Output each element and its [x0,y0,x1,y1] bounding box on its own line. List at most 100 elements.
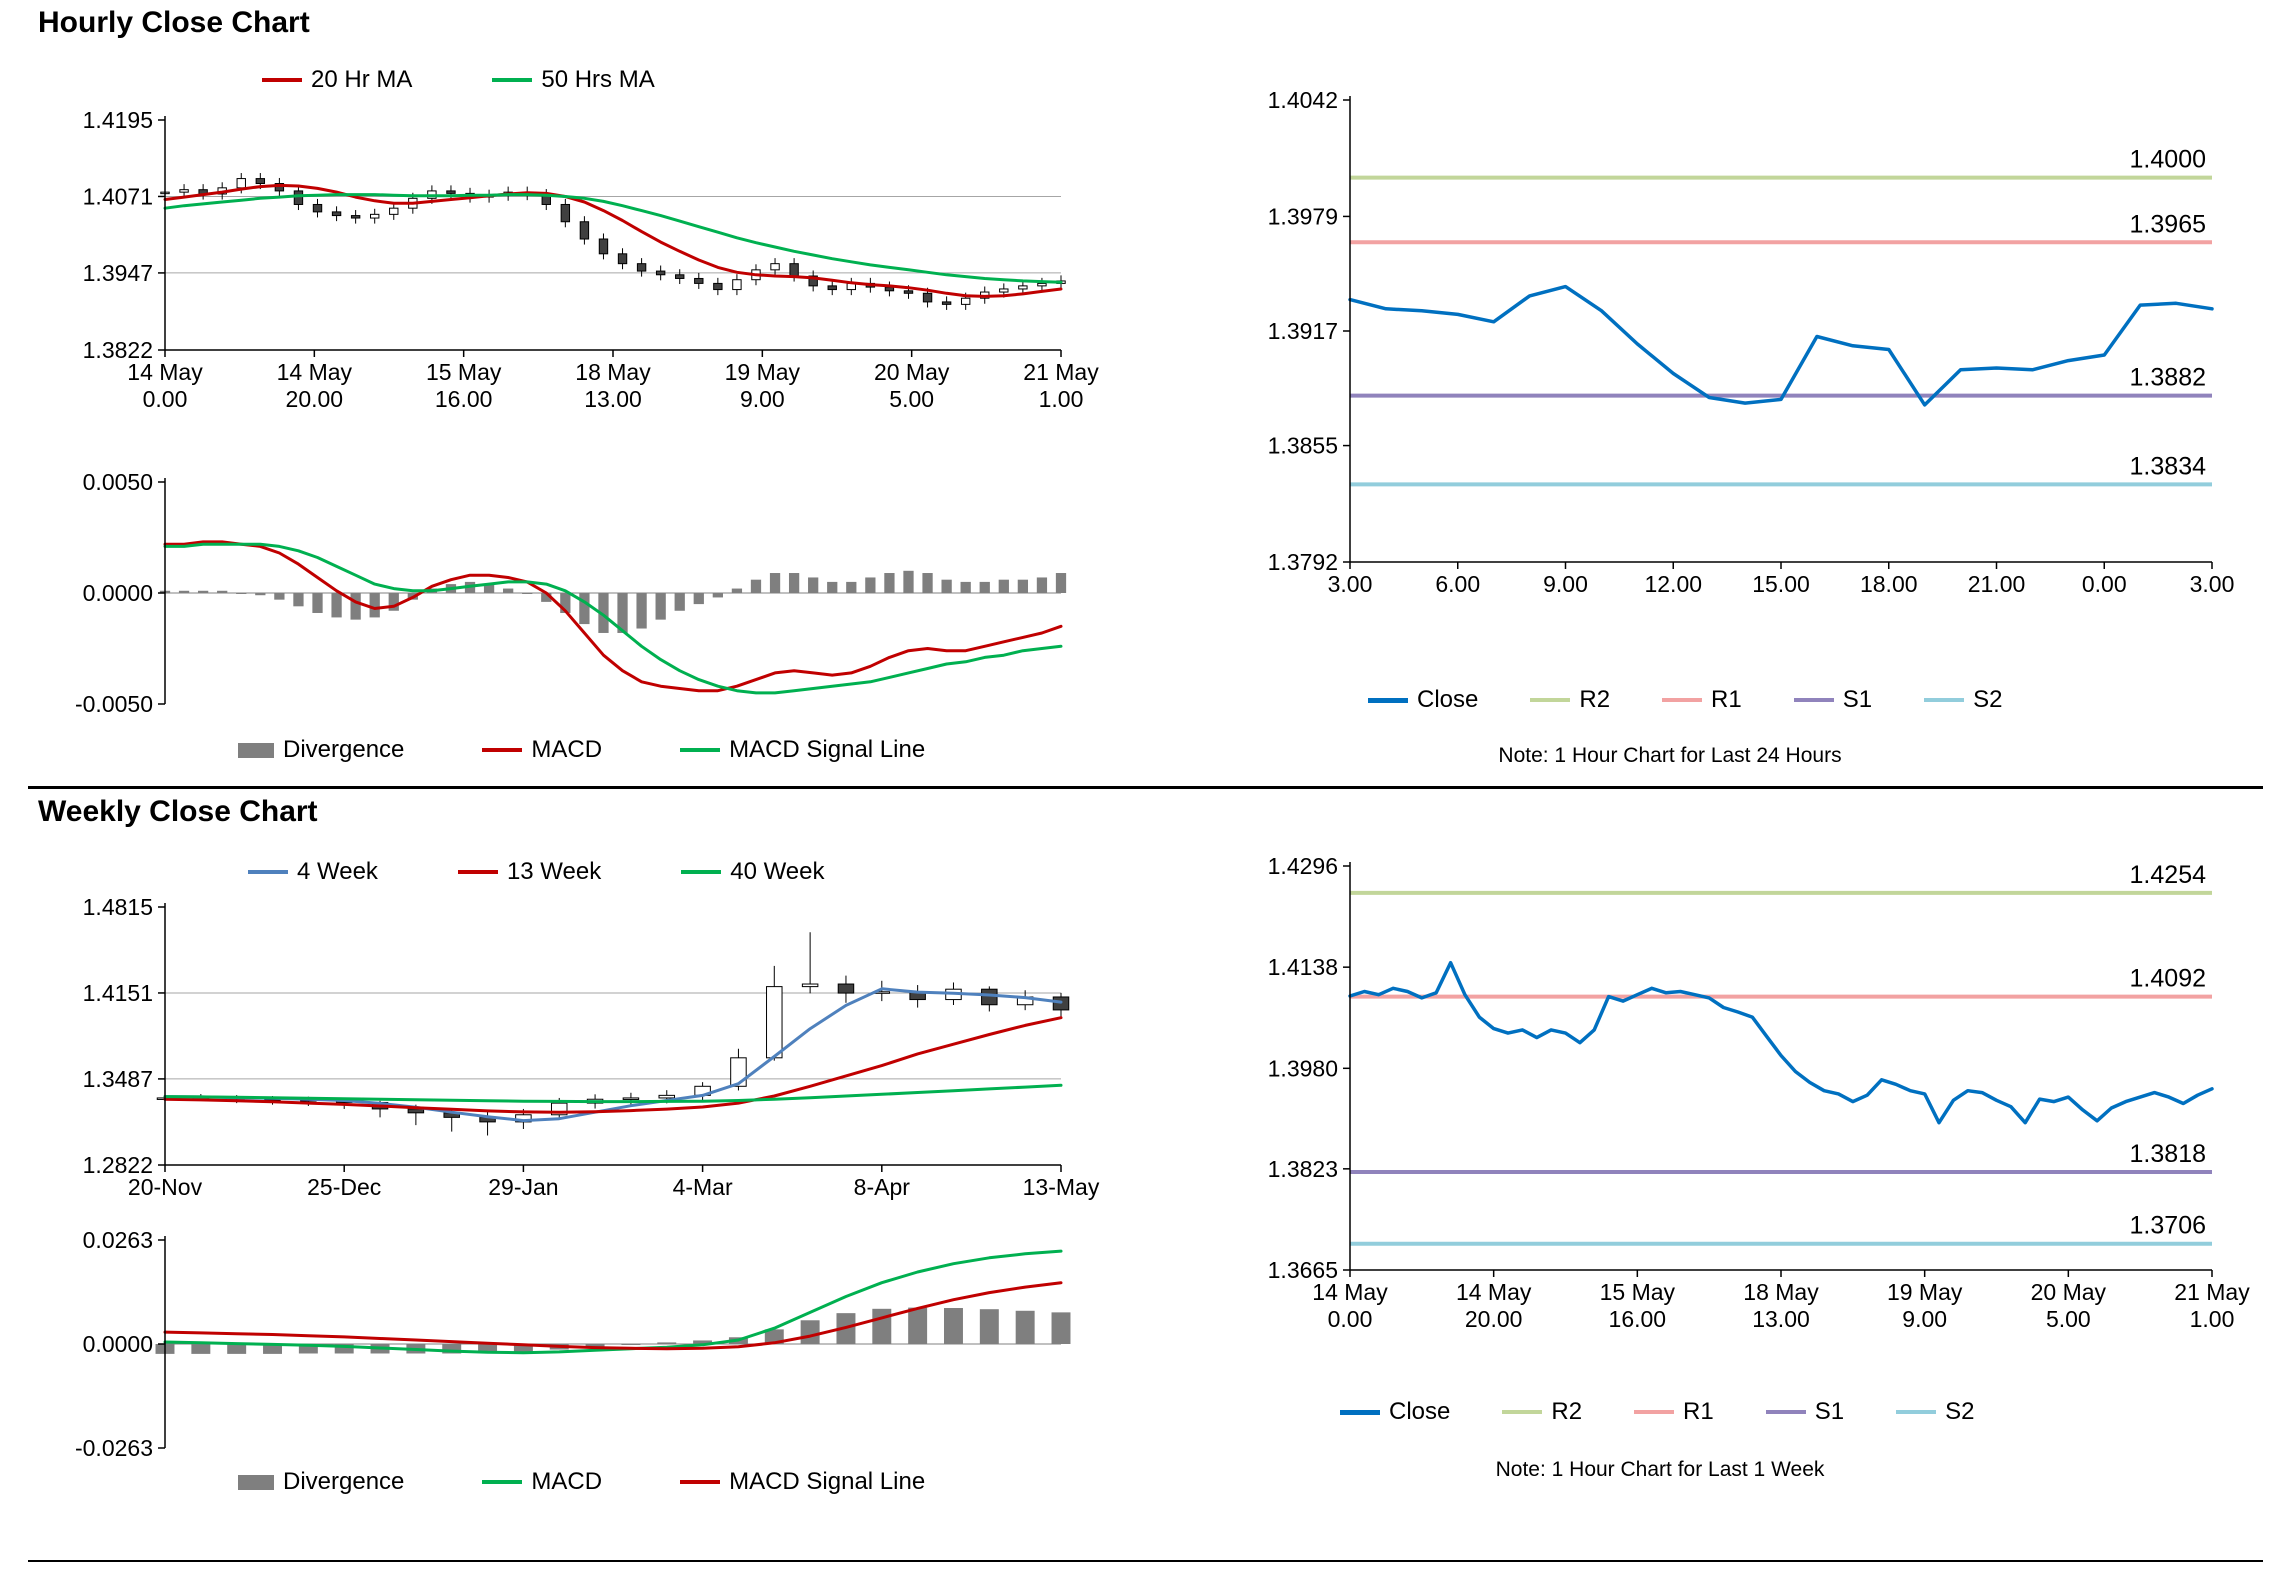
y-tick-label: 1.2822 [83,1152,153,1178]
weekly-pivot-chart: 1.4254 1.4092 1.3818 1.3706 1.4296 1.4138 1.39… [1268,853,2251,1332]
legend-label: MACD Signal Line [729,1468,926,1495]
y-tick-label: 1.3665 [1268,1257,1338,1283]
y-tick-label: 1.3980 [1268,1055,1338,1081]
x-tick-label: 21.00 [1968,571,2026,597]
x-tick-label: 0.00 [1328,1306,1373,1332]
close-line-swatch-icon [1368,697,1408,703]
axes [158,1236,166,1449]
series-macd-signal-line [163,1281,1063,1351]
hourly-price-legend: 20 Hr MA 50 Hrs MA [262,66,655,94]
x-tick-label: 1.00 [1039,386,1084,412]
gridlines [165,992,1061,1080]
legend-label: S1 [1842,686,1873,713]
axis-labels: 0.0050 0.0000 -0.0050 [75,469,153,717]
series-20-hr-ma [163,183,1063,298]
ma40w-line-swatch-icon [681,870,722,874]
y-tick-label: 1.4151 [83,980,153,1006]
legend-label: 50 Hrs MA [541,66,655,93]
axes [1343,96,2213,569]
weekly-section-title: Weekly Close Chart [38,795,318,828]
r1-value-label: 1.3965 [2130,210,2206,238]
x-tick-label: 4-Mar [673,1174,733,1200]
legend-item-20hr-ma: 20 Hr MA [262,66,412,94]
s2-value-label: 1.3834 [2130,452,2207,480]
y-tick-label: 1.4138 [1268,954,1338,980]
x-tick-label: 14 May [127,359,203,385]
divergence-bar-swatch-icon [238,1474,274,1490]
weekly-macd-chart: 0.0263 0.0000 -0.0263 [75,1227,1071,1461]
x-tick-label: 12.00 [1644,571,1702,597]
y-tick-label: 0.0000 [83,580,153,606]
y-tick-label: 0.0263 [83,1227,153,1253]
y-tick-label: 1.4071 [83,183,153,209]
y-tick-label: -0.0050 [75,691,153,717]
hourly-pivot-note: Note: 1 Hour Chart for Last 24 Hours [1498,744,1842,767]
legend-item-r1: R1 [1662,686,1742,714]
y-tick-label: 1.3487 [83,1066,153,1092]
x-tick-label: 20 May [874,359,950,385]
legend-label: 40 Week [730,858,825,885]
legend-item-r1: R1 [1634,1398,1714,1426]
legend-item-divergence: Divergence [238,1468,404,1496]
r2-line-swatch-icon [1502,1410,1543,1414]
legend-item-close: Close [1340,1398,1450,1426]
plot-data: 1.4254 1.4092 1.3818 1.3706 [1348,861,2214,1246]
weekly-macd-legend: Divergence MACD MACD Signal Line [238,1468,925,1496]
x-tick-label: 19 May [1887,1279,1963,1305]
series-close [1348,284,2214,407]
plot-data: 1.4000 1.3965 1.3882 1.3834 [1348,146,2214,487]
close-line-swatch-icon [1340,1409,1380,1415]
x-tick-label: 9.00 [1543,571,1588,597]
legend-label: S2 [1973,686,2003,713]
y-tick-label: 0.0050 [83,469,153,495]
y-tick-label: 1.3979 [1268,203,1338,229]
plot-data [156,932,1070,1136]
x-tick-label: 16.00 [1609,1306,1667,1332]
legend-label: S1 [1814,1398,1845,1425]
x-tick-label: 18 May [1743,1279,1819,1305]
axes [158,116,1062,357]
x-tick-label: 14 May [1312,1279,1388,1305]
x-tick-label: 3.00 [1328,571,1373,597]
legend-label: 4 Week [297,858,378,885]
y-tick-label: 1.3792 [1268,549,1338,575]
legend-label: MACD [531,736,603,763]
y-tick-label: 1.3947 [83,260,153,286]
gridlines [165,195,1061,274]
legend-item-13week: 13 Week [457,858,602,886]
y-tick-label: 1.4195 [83,107,153,133]
s1-line-swatch-icon [1793,698,1834,702]
s1-value-label: 1.3818 [2130,1140,2206,1168]
macd-signal-line-swatch-icon [680,748,721,752]
x-tick-label: 18 May [575,359,651,385]
legend-item-40week: 40 Week [681,858,825,886]
macd-line-swatch-icon [482,748,523,752]
legend-label: R2 [1579,686,1611,713]
axes [158,478,166,705]
series-40-week [163,1083,1063,1104]
r2-value-label: 1.4000 [2130,146,2206,174]
hourly-macd-chart: 0.0050 0.0000 -0.0050 [75,469,1067,717]
s1-line-swatch-icon [1765,1410,1806,1414]
x-tick-label: 14 May [1456,1279,1532,1305]
hourly-pivot-legend: Close R2 R1 S1 S2 [1368,686,2002,714]
x-tick-label: 0.00 [143,386,188,412]
hourly-macd-legend: Divergence MACD MACD Signal Line [238,736,925,764]
y-tick-label: 0.0000 [83,1331,153,1357]
ma20-line-swatch-icon [262,78,302,82]
y-tick-label: 1.3823 [1268,1156,1338,1182]
legend-label: 13 Week [506,858,602,885]
candlesticks [156,932,1070,1136]
series-macd [163,540,1063,693]
x-tick-label: 13-May [1023,1174,1100,1200]
r1-line-swatch-icon [1662,698,1703,702]
x-tick-label: 6.00 [1435,571,1480,597]
legend-item-macd-signal: MACD Signal Line [680,1468,925,1496]
y-tick-label: 1.3822 [83,337,153,363]
weekly-price-legend: 4 Week 13 Week 40 Week [248,858,825,886]
legend-item-4week: 4 Week [248,858,378,886]
series-close [1348,960,2214,1125]
